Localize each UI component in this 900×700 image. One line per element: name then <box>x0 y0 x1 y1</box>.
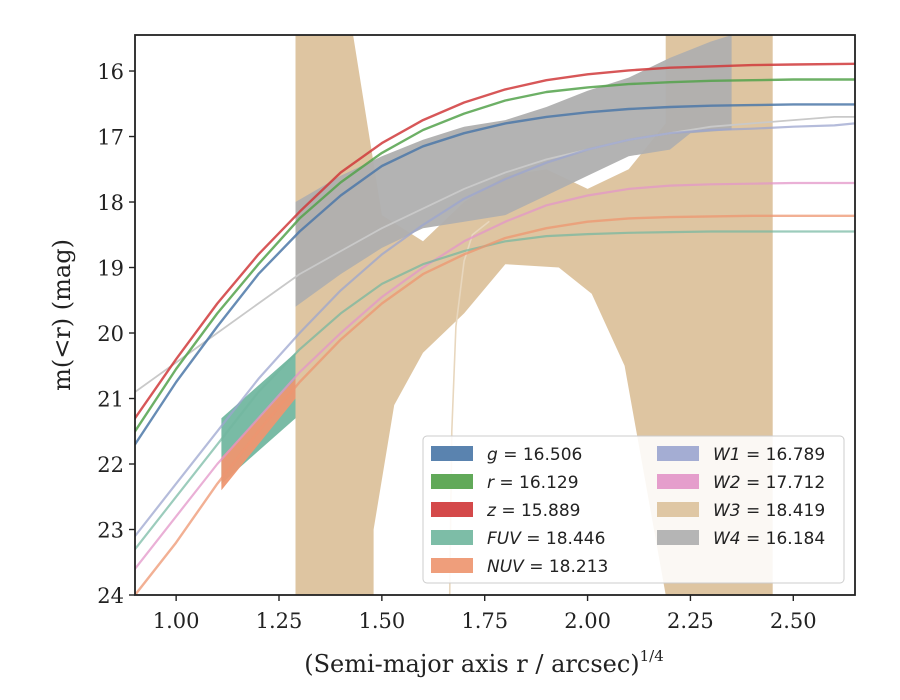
series-line-z <box>135 62 855 420</box>
legend-swatch-nuv <box>431 558 473 573</box>
legend-label-w1: W1 = 16.789 <box>713 445 825 465</box>
legend-swatch-w3 <box>657 502 699 517</box>
plot-frame <box>134 34 856 596</box>
legend-swatch-fuv <box>431 530 473 545</box>
series-line-w2 <box>135 181 855 570</box>
legend-label-fuv: FUV = 18.446 <box>487 529 605 549</box>
legend-swatch-z <box>431 502 473 517</box>
legend-swatch-w2 <box>657 474 699 489</box>
x-tick-label: 2.50 <box>770 609 817 633</box>
legend-label-w4: W4 = 16.184 <box>713 529 825 549</box>
legend-label-nuv: NUV = 18.213 <box>487 557 608 577</box>
y-tick-label: 19 <box>97 257 124 281</box>
legend-label-g: g = 16.506 <box>487 445 582 465</box>
legend-label-w3: W3 = 18.419 <box>713 501 825 521</box>
curve-layer <box>135 62 855 595</box>
series-line-w1 <box>135 122 855 538</box>
series-line-g <box>135 103 855 446</box>
legend-label-z: z = 15.889 <box>486 501 580 521</box>
x-axis-label: (Semi-major axis r / arcsec)1/4 <box>304 647 664 678</box>
band-w4 <box>295 35 732 307</box>
y-tick-label: 17 <box>97 126 124 150</box>
y-tick-label: 16 <box>97 60 124 84</box>
x-tick-label: 1.75 <box>461 609 508 633</box>
legend: g = 16.506 r = 16.129 z = 15.889 FUV = 18.4… <box>422 435 845 584</box>
legend-box <box>422 435 845 584</box>
x-tick-label: 2.00 <box>564 609 611 633</box>
series-line-nuv <box>135 214 855 595</box>
legend-swatch-w4 <box>657 530 699 545</box>
y-tick-label: 18 <box>97 191 124 215</box>
x-tick-label: 1.50 <box>358 609 405 633</box>
y-tick-label: 22 <box>97 453 124 477</box>
y-axis-label: m(<r) (mag) <box>48 239 76 391</box>
y-tick-label: 21 <box>97 388 124 412</box>
series-line-r <box>135 78 855 433</box>
band-nuv <box>221 378 296 491</box>
x-axis: 1.00 1.25 1.50 1.75 2.00 2.25 2.50 <box>153 595 817 633</box>
legend-swatch-g <box>431 446 473 461</box>
y-tick-label: 23 <box>97 519 124 543</box>
x-tick-label: 1.25 <box>256 609 303 633</box>
x-tick-label: 1.00 <box>153 609 200 633</box>
legend-swatch-w1 <box>657 446 699 461</box>
legend-swatch-r <box>431 474 473 489</box>
y-tick-label: 24 <box>97 584 124 608</box>
y-tick-label: 20 <box>97 322 124 346</box>
legend-label-w2: W2 = 17.712 <box>713 473 825 493</box>
x-tick-label: 2.25 <box>667 609 714 633</box>
series-line-w4 <box>135 116 855 393</box>
y-axis: 16 17 18 19 20 21 22 23 24 <box>97 60 135 608</box>
legend-label-r: r = 16.129 <box>487 473 579 493</box>
